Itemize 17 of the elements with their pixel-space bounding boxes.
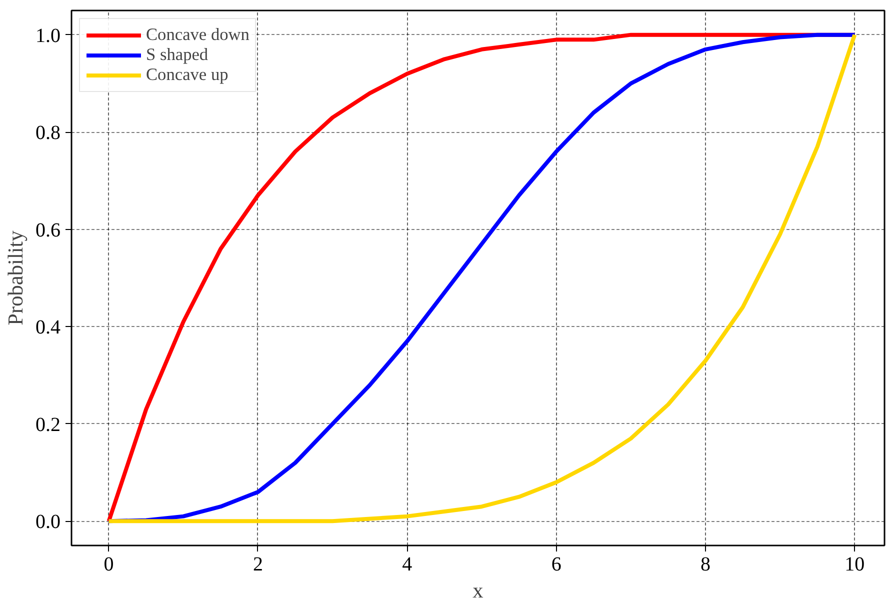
x-tick-label: 6 xyxy=(551,554,562,576)
x-tick-label: 4 xyxy=(402,554,412,576)
y-tick-label: 0.2 xyxy=(36,414,60,436)
legend-label: S shaped xyxy=(146,45,208,65)
x-tick-label: 10 xyxy=(844,554,865,576)
legend-label: Concave up xyxy=(146,65,228,85)
x-tick-label: 0 xyxy=(104,554,114,576)
y-tick-label: 0.6 xyxy=(36,219,60,242)
y-axis-title: Probability xyxy=(4,230,28,326)
x-tick-label: 8 xyxy=(700,554,710,576)
y-tick-label: 0.4 xyxy=(36,316,60,339)
x-axis-title: x xyxy=(472,578,484,602)
legend-label: Concave down xyxy=(146,25,250,45)
y-tick-label: 1.0 xyxy=(36,24,60,47)
x-tick-label: 2 xyxy=(252,554,263,576)
y-tick-label: 0.8 xyxy=(36,122,60,144)
y-tick-label: 0.0 xyxy=(36,511,60,534)
